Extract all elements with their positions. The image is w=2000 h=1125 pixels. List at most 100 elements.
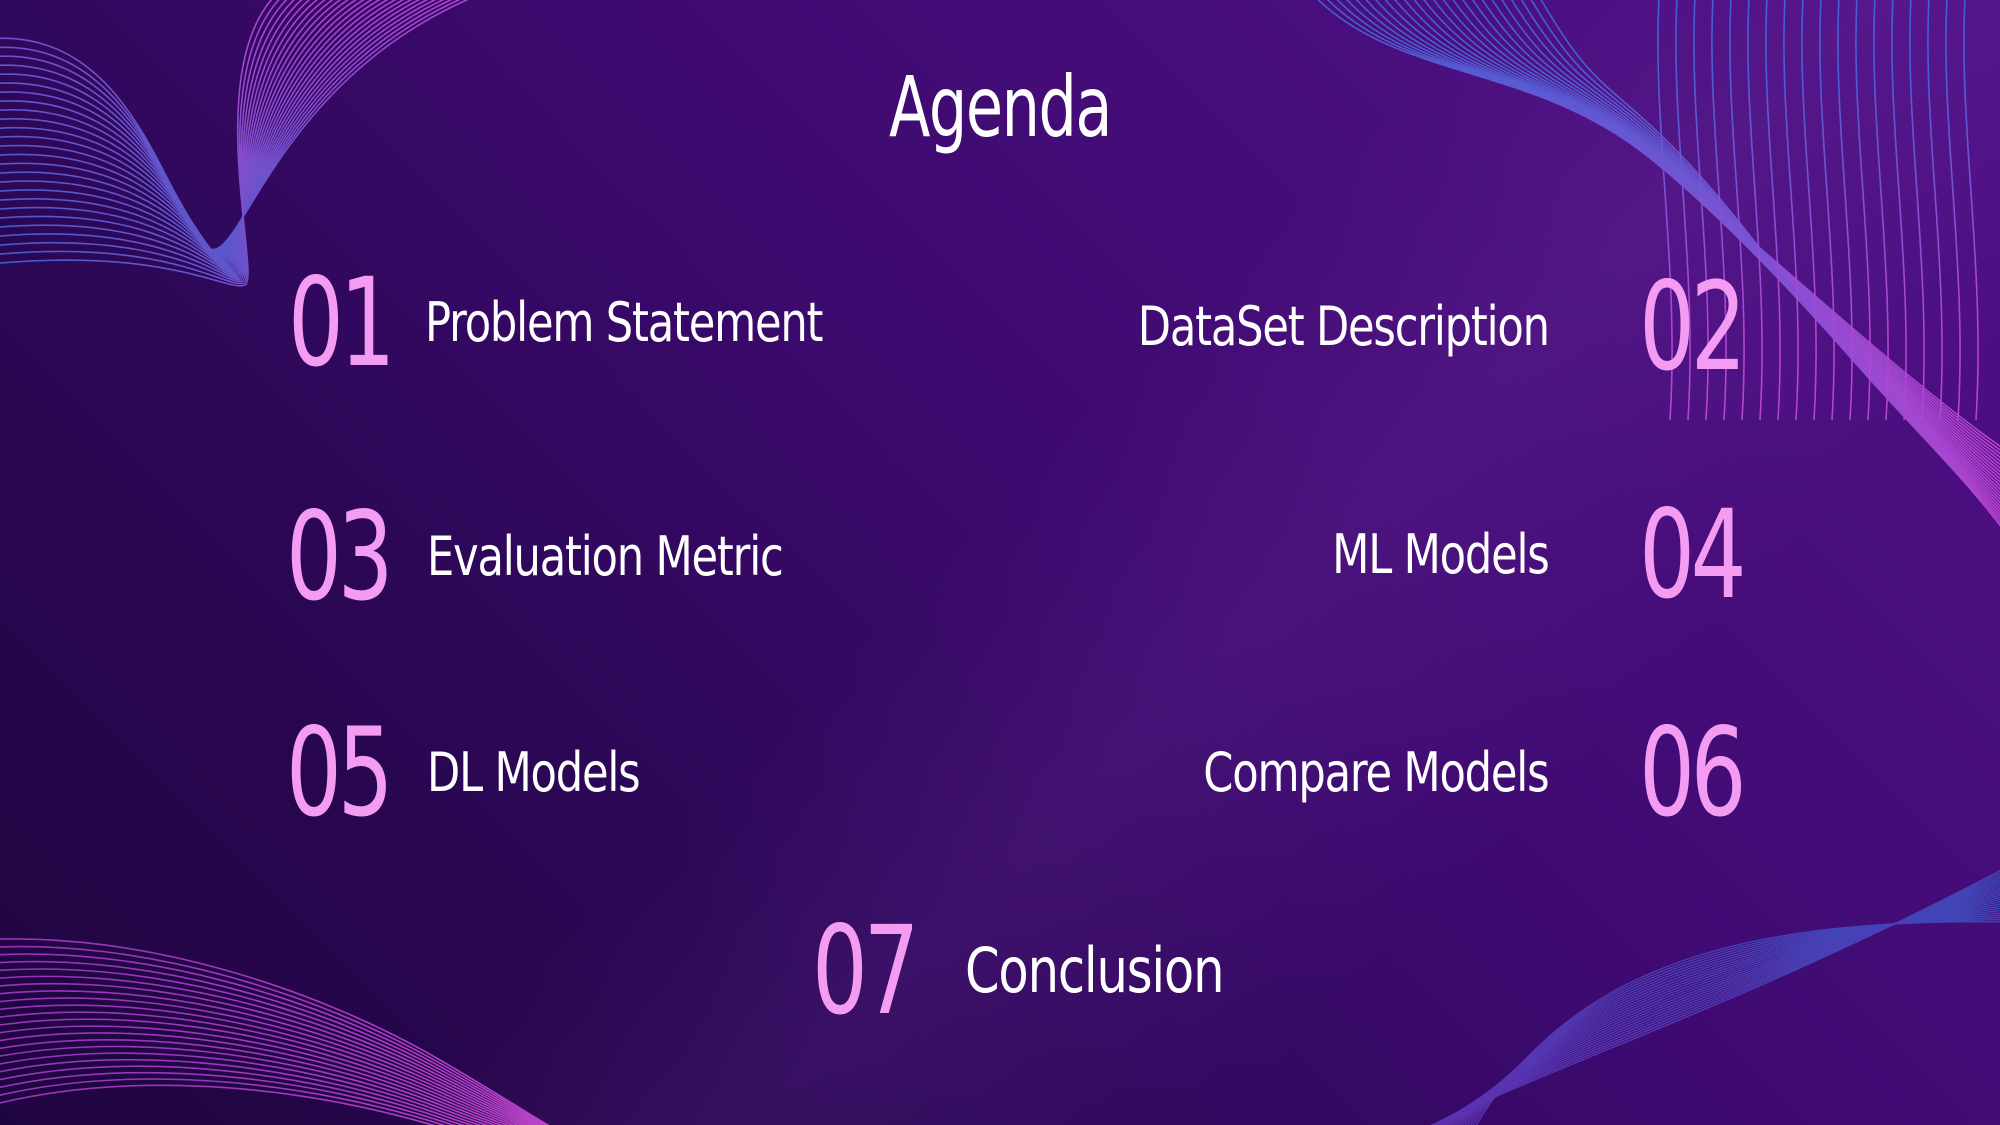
wave-line xyxy=(1462,910,2000,1125)
wave-line xyxy=(1442,0,2000,494)
wave-top-left xyxy=(0,0,469,287)
wave-line xyxy=(1423,0,2000,487)
wave-line xyxy=(1891,0,1907,421)
wave-line xyxy=(1837,0,1853,421)
wave-line xyxy=(0,1052,482,1125)
wave-line xyxy=(0,0,273,287)
agenda-number: 07 xyxy=(812,900,919,1042)
wave-line xyxy=(0,1059,474,1125)
agenda-label: ML Models xyxy=(1332,523,1550,586)
wave-top-right xyxy=(1317,0,2000,527)
agenda-item-conclusion: 07 Conclusion xyxy=(812,906,1288,1036)
wave-line xyxy=(1675,0,1691,421)
wave-line xyxy=(1452,901,2000,1125)
wave-line xyxy=(0,0,281,285)
wave-line xyxy=(0,0,342,271)
wave-line xyxy=(0,997,528,1125)
wave-line xyxy=(1520,0,2000,521)
wave-line xyxy=(0,1032,503,1125)
wave-line xyxy=(1747,0,1763,421)
wave-line xyxy=(0,1065,465,1125)
wave-line xyxy=(0,0,319,276)
wave-line xyxy=(0,1025,509,1125)
wave-line xyxy=(1454,903,2000,1125)
wave-line xyxy=(1540,0,2000,527)
wave-line xyxy=(1801,0,1817,421)
wave-line xyxy=(1467,914,2000,1125)
slide-title: Agenda xyxy=(888,58,1113,156)
wave-line xyxy=(0,938,550,1125)
wave-line xyxy=(1449,898,2000,1125)
wave-line xyxy=(0,1039,497,1125)
wave-line xyxy=(1459,907,2000,1125)
agenda-item-compare-models: Compare Models 06 xyxy=(1117,702,1747,844)
wave-line xyxy=(1431,874,2000,1125)
agenda-number: 04 xyxy=(1638,484,1746,626)
wave-line xyxy=(1452,0,2000,497)
agenda-label: Problem Statement xyxy=(425,291,823,354)
wave-line xyxy=(1729,0,1745,421)
wave-line xyxy=(0,945,548,1125)
wave-line xyxy=(1945,0,1961,421)
wave-line xyxy=(1434,881,2000,1125)
agenda-label: Compare Models xyxy=(1203,741,1550,804)
wave-line xyxy=(0,0,327,274)
wave-line xyxy=(0,0,358,268)
wave-line xyxy=(1927,0,1943,421)
agenda-item-evaluation-metric: 03 Evaluation Metric xyxy=(286,492,872,622)
agenda-item-problem-statement: 01 Problem Statement xyxy=(288,258,922,388)
wave-line xyxy=(0,960,544,1125)
wave-line xyxy=(0,0,303,279)
wave-bottom-right xyxy=(1430,869,2000,1125)
agenda-number: 01 xyxy=(288,252,395,394)
wave-line xyxy=(0,0,366,266)
wave-line xyxy=(0,0,374,265)
wave-bottom-left xyxy=(0,938,550,1125)
agenda-number: 02 xyxy=(1638,256,1746,398)
wave-line xyxy=(1432,0,2000,491)
wave-line xyxy=(0,1011,520,1125)
wave-line xyxy=(0,968,541,1125)
wave-line xyxy=(0,0,296,281)
agenda-item-dataset-description: DataSet Description 02 xyxy=(1035,256,1747,398)
wave-line xyxy=(1693,0,1709,421)
wave-line xyxy=(1530,0,2000,524)
wave-line xyxy=(1501,0,2000,514)
wave-line xyxy=(0,990,532,1125)
wave-line xyxy=(1657,0,1673,421)
wave-line xyxy=(1909,0,1925,421)
agenda-label: DL Models xyxy=(427,741,641,804)
wave-line xyxy=(1873,0,1889,421)
wave-line xyxy=(1711,0,1727,421)
wave-line xyxy=(0,0,288,283)
wave-line xyxy=(0,1084,436,1125)
agenda-item-ml-models: ML Models 04 xyxy=(1278,484,1746,626)
agenda-number: 06 xyxy=(1638,702,1746,844)
wave-line xyxy=(0,1045,490,1125)
wave-line xyxy=(0,975,538,1125)
wave-line xyxy=(0,1071,456,1125)
wave-line xyxy=(1430,872,2000,1125)
wave-line xyxy=(1765,0,1781,421)
agenda-number: 05 xyxy=(286,702,393,844)
wave-line xyxy=(1464,912,2000,1125)
wave-line xyxy=(1430,869,2000,1125)
wave-line xyxy=(0,0,350,269)
agenda-label: DataSet Description xyxy=(1137,295,1550,358)
wave-line xyxy=(0,1078,447,1125)
agenda-label: Evaluation Metric xyxy=(427,525,784,588)
wave-line xyxy=(1819,0,1835,421)
wave-line xyxy=(1475,921,2000,1125)
agenda-label: Conclusion xyxy=(965,934,1225,1007)
wave-line xyxy=(1481,0,2000,508)
wave-line xyxy=(0,1018,514,1125)
wave-line xyxy=(0,0,334,272)
agenda-number: 03 xyxy=(286,486,393,628)
wave-line xyxy=(1783,0,1799,421)
wave-line xyxy=(1472,918,2000,1125)
wave-line xyxy=(1855,0,1871,421)
wave-line xyxy=(0,953,546,1125)
wave-line xyxy=(1457,905,2000,1125)
wave-line xyxy=(1963,0,1979,421)
